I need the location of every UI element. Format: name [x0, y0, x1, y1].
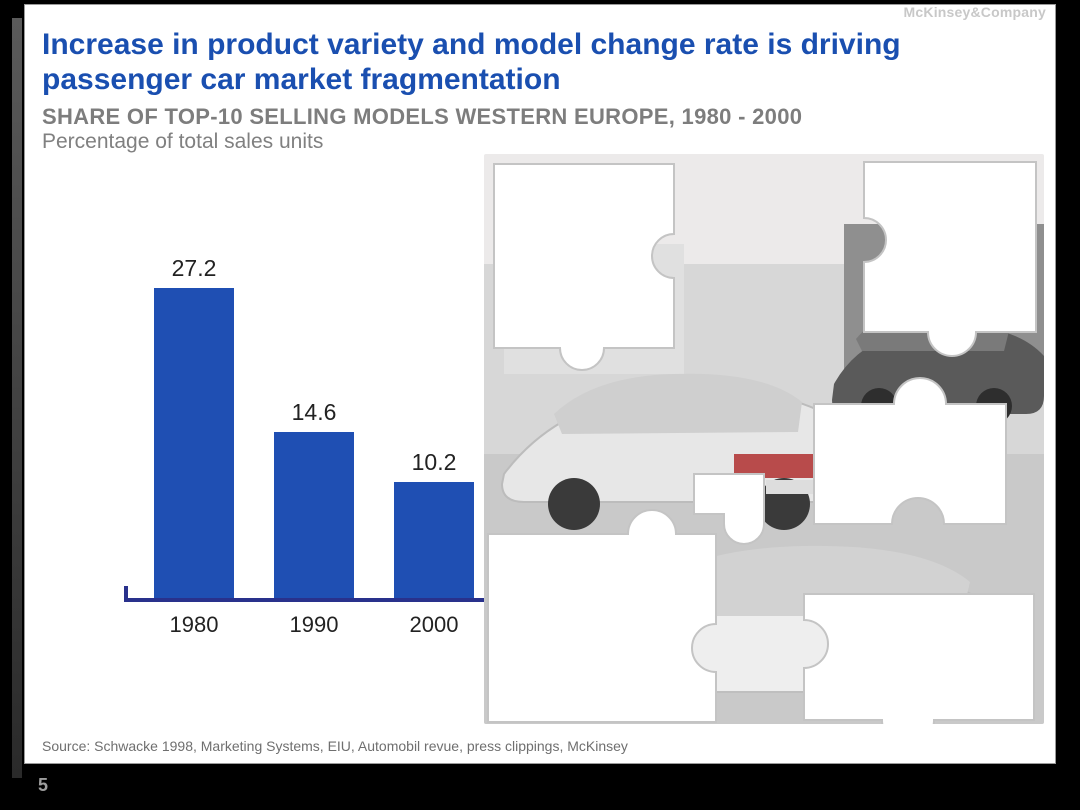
bar: [394, 482, 474, 598]
slide: McKinsey&Company Increase in product var…: [24, 4, 1056, 764]
bar: [274, 432, 354, 598]
bar-category-label: 1980: [144, 612, 244, 638]
bar: [154, 288, 234, 598]
slide-title: Increase in product variety and model ch…: [42, 28, 1036, 97]
bar-category-label: 1990: [264, 612, 364, 638]
page-number: 5: [38, 775, 48, 796]
slide-subtitle-units: Percentage of total sales units: [42, 130, 323, 154]
left-rail: [12, 18, 22, 778]
chart-y-tick: [124, 586, 128, 602]
puzzle-svg: [484, 154, 1044, 724]
bar-category-label: 2000: [384, 612, 484, 638]
puzzle-illustration: [484, 154, 1044, 724]
bar-value-label: 27.2: [144, 255, 244, 282]
slide-subtitle: SHARE OF TOP-10 SELLING MODELS WESTERN E…: [42, 104, 802, 130]
stage: McKinsey&Company Increase in product var…: [0, 0, 1080, 810]
bar-value-label: 14.6: [264, 399, 364, 426]
source-line: Source: Schwacke 1998, Marketing Systems…: [42, 738, 628, 754]
chart-baseline: [124, 598, 484, 602]
bar-value-label: 10.2: [384, 449, 484, 476]
bar-chart: 27.2 1980 14.6 1990 10.2 2000: [124, 244, 484, 644]
brand-watermark: McKinsey&Company: [904, 4, 1046, 20]
